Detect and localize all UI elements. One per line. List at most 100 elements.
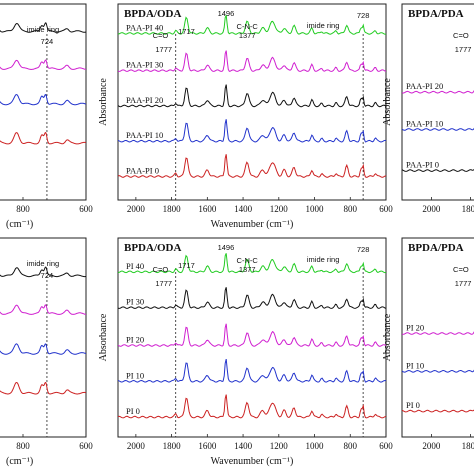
x-tick-label: 800 (344, 204, 358, 214)
x-tick-label: 600 (379, 441, 393, 451)
series-line-paa-pi-0 (402, 168, 474, 172)
peak-annotation: C-N-C (237, 22, 259, 31)
x-tick-label: 1600 (198, 204, 217, 214)
legend-label: PAA-PI 40 (126, 22, 163, 32)
x-tick-label: 1200 (270, 204, 289, 214)
panel-title: BPDA/PDA (408, 8, 464, 20)
legend-label: PAA-PI 10 (126, 130, 163, 140)
legend-label: PI 0 (126, 406, 140, 416)
x-axis-label: Wavenumber (cm⁻¹) (211, 456, 294, 467)
series-line-paa-pi-20 (402, 89, 474, 94)
legend-label: PI 30 (126, 297, 144, 307)
x-tick-label: 1000 (306, 204, 325, 214)
panel-bottom-left: imide ring 724 800 600 (cm⁻¹) (0, 237, 93, 467)
peak-label: 1377 (239, 265, 256, 274)
series-line-trace-3 (0, 343, 86, 355)
peak-label: 728 (357, 11, 370, 20)
panel-title: BPDA/ODA (124, 242, 182, 254)
series-line-paa-pi-10 (118, 119, 386, 143)
x-tick-label: 600 (379, 204, 393, 214)
legend-label: PAA-PI 20 (406, 81, 443, 91)
x-tick-label: 2000 (422, 204, 441, 214)
series-line-trace-2 (0, 59, 86, 71)
plot-area (0, 266, 86, 437)
panel-title: BPDA/ODA (124, 8, 182, 20)
series-line-paa-pi-20 (118, 84, 386, 108)
x-tick-label: 800 (16, 204, 30, 214)
x-tick-label: 2000 (422, 441, 441, 451)
x-tick-label: 1800 (163, 441, 182, 451)
peak-annotation: C=O (453, 265, 469, 274)
x-tick-label: 1400 (234, 441, 253, 451)
y-axis-label: Absorbance (382, 78, 393, 126)
series-line-pi-40 (118, 253, 386, 274)
x-axis-label: (cm⁻¹) (6, 219, 33, 230)
series-line-pi-0 (118, 394, 386, 419)
plot-frame (0, 237, 87, 438)
plot-area (118, 253, 386, 437)
peak-label: 1496 (218, 9, 235, 18)
legend-label: PAA-PI 10 (406, 118, 443, 128)
annotation-label: imide ring (27, 259, 60, 268)
legend-label: PI 20 (406, 323, 424, 333)
peak-label: 1377 (239, 31, 256, 40)
peak-annotation: C-N-C (237, 256, 259, 265)
x-tick-label: 800 (344, 441, 358, 451)
series-line-pi-20 (118, 323, 386, 347)
x-axis-label: (cm⁻¹) (6, 456, 33, 467)
peak-label: 1496 (218, 243, 235, 252)
series-line-trace-4 (0, 132, 86, 145)
series-line-paa-pi-0 (118, 154, 386, 178)
plot-frame (0, 3, 87, 201)
legend-label: PAA-PI 20 (126, 95, 163, 105)
annotation-label: 724 (41, 271, 54, 280)
legend-label: PAA-PI 0 (406, 160, 439, 170)
x-tick-label: 1200 (270, 441, 289, 451)
series-line-paa-pi-10 (402, 127, 474, 131)
x-tick-label: 1800 (462, 441, 474, 451)
legend-label: PI 20 (126, 334, 144, 344)
y-axis-label: Absorbance (382, 313, 393, 361)
plot-frame (117, 237, 387, 438)
series-line-paa-pi-30 (118, 50, 386, 72)
plot-frame (401, 237, 474, 438)
x-tick-label: 1400 (234, 204, 253, 214)
legend-label: PI 0 (406, 400, 420, 410)
peak-annotation: C=O (153, 265, 169, 274)
series-line-trace-3 (0, 94, 86, 106)
peak-annotation: imide ring (307, 255, 340, 264)
x-axis-label: Wavenumber (cm⁻¹) (211, 219, 294, 230)
x-tick-label: 1600 (198, 441, 217, 451)
series-line-paa-pi-40 (118, 15, 386, 35)
x-tick-label: 600 (79, 441, 93, 451)
y-axis-label: Absorbance (98, 313, 109, 361)
legend-label: PAA-PI 30 (126, 60, 163, 70)
x-tick-label: 2000 (127, 441, 146, 451)
series-line-pi-30 (118, 287, 386, 309)
legend-label: PI 10 (406, 360, 424, 370)
annotation-label: 724 (41, 37, 54, 46)
peak-label: 1717 (178, 261, 195, 270)
panel-title: BPDA/PDA (408, 242, 464, 254)
plot-frame (117, 3, 387, 201)
legend-label: PI 40 (126, 261, 144, 271)
series-line-pi-10 (118, 358, 386, 383)
legend-label: PAA-PI 0 (126, 165, 159, 175)
series-line-trace-1 (0, 22, 86, 33)
peak-label: 1717 (178, 27, 195, 36)
peak-annotation: C=O (153, 31, 169, 40)
peak-label: 728 (357, 245, 370, 254)
legend-label: PI 10 (126, 370, 144, 380)
peak-label: 1777 (155, 279, 172, 288)
plot-area (118, 15, 386, 200)
plot-area (402, 331, 474, 413)
annotation-label: imide ring (27, 25, 60, 34)
plot-area (0, 22, 86, 200)
x-tick-label: 600 (79, 204, 93, 214)
series-line-pi-0 (402, 409, 474, 413)
x-tick-label: 1000 (306, 441, 325, 451)
series-line-trace-4 (0, 381, 86, 395)
